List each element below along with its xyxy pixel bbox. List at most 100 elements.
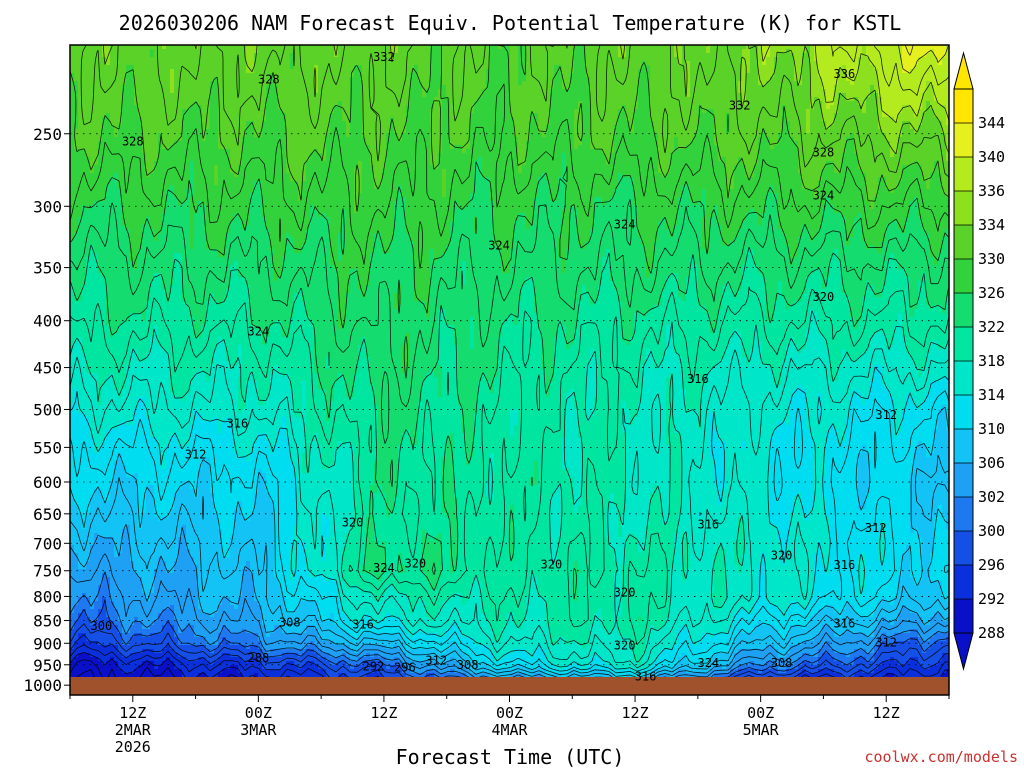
y-tick-label: 250 bbox=[33, 125, 62, 144]
contour-label: 320 bbox=[541, 557, 563, 571]
y-tick-label: 750 bbox=[33, 562, 62, 581]
contour-label: 312 bbox=[425, 654, 447, 668]
colorbar-label: 314 bbox=[978, 386, 1005, 404]
colorbar-swatch bbox=[954, 293, 973, 328]
contour-label: 324 bbox=[488, 238, 510, 252]
contour-label: 320 bbox=[614, 638, 636, 652]
y-tick-label: 300 bbox=[33, 197, 62, 216]
contour-label: 316 bbox=[834, 558, 856, 572]
y-tick-label: 550 bbox=[33, 438, 62, 457]
y-tick-label: 350 bbox=[33, 259, 62, 278]
y-tick-label: 800 bbox=[33, 587, 62, 606]
y-tick-label: 450 bbox=[33, 359, 62, 378]
colorbar-swatch bbox=[954, 327, 973, 362]
contour-label: 308 bbox=[279, 615, 301, 629]
colorbar-label: 326 bbox=[978, 284, 1005, 302]
colorbar-swatch bbox=[954, 565, 973, 600]
contour-label: 320 bbox=[614, 585, 636, 599]
contour-label: 320 bbox=[404, 556, 426, 570]
contour-label: 324 bbox=[697, 656, 719, 670]
chart-title: 2026030206 NAM Forecast Equiv. Potential… bbox=[119, 11, 902, 35]
contour-label: 320 bbox=[813, 290, 835, 304]
contour-label: 316 bbox=[834, 616, 856, 630]
plot-area bbox=[70, 45, 952, 698]
x-tick-label: 12Z bbox=[119, 704, 146, 722]
colorbar-swatch bbox=[954, 225, 973, 260]
y-tick-label: 900 bbox=[33, 634, 62, 653]
contour-label: 332 bbox=[373, 50, 395, 64]
contour-label: 300 bbox=[91, 619, 113, 633]
contour-label: 312 bbox=[875, 635, 897, 649]
contour-label: 316 bbox=[697, 518, 719, 532]
colorbar-swatch bbox=[954, 259, 973, 294]
x-tick-label: 00Z bbox=[496, 704, 523, 722]
colorbar-swatch bbox=[954, 463, 973, 498]
contour-label: 324 bbox=[614, 217, 636, 231]
contour-label: 324 bbox=[373, 561, 395, 575]
contour-label: 312 bbox=[865, 521, 887, 535]
x-tick-label: 2MAR bbox=[115, 721, 152, 739]
colorbar-swatch bbox=[954, 599, 973, 634]
contour-label: 316 bbox=[352, 617, 374, 631]
contour-label: 320 bbox=[342, 515, 364, 529]
contour-label: 296 bbox=[394, 660, 416, 674]
ground-strip bbox=[70, 677, 949, 695]
contour-label: 320 bbox=[771, 549, 793, 563]
credit-text: coolwx.com/models bbox=[864, 748, 1018, 766]
contour-label: 324 bbox=[248, 325, 270, 339]
colorbar-label: 302 bbox=[978, 488, 1005, 506]
colorbar-label: 296 bbox=[978, 556, 1005, 574]
colorbar-swatch bbox=[954, 123, 973, 158]
x-tick-label: 5MAR bbox=[743, 721, 780, 739]
contour-label: 316 bbox=[635, 669, 657, 683]
colorbar-swatch bbox=[954, 531, 973, 566]
contour-label: 316 bbox=[687, 372, 709, 386]
contour-label: 336 bbox=[834, 67, 856, 81]
colorbar-label: 322 bbox=[978, 318, 1005, 336]
colorbar-label: 334 bbox=[978, 216, 1005, 234]
colorbar-swatch bbox=[954, 395, 973, 430]
colorbar-swatch bbox=[954, 157, 973, 192]
x-tick-label: 2026 bbox=[115, 738, 151, 756]
x-tick-label: 12Z bbox=[873, 704, 900, 722]
colorbar-label: 288 bbox=[978, 624, 1005, 642]
x-tick-label: 00Z bbox=[245, 704, 272, 722]
colorbar-label: 344 bbox=[978, 114, 1005, 132]
y-tick-label: 1000 bbox=[23, 676, 62, 695]
y-tick-label: 950 bbox=[33, 656, 62, 675]
colorbar-label: 336 bbox=[978, 182, 1005, 200]
contour-label: 316 bbox=[227, 417, 249, 431]
contour-label: 308 bbox=[457, 658, 479, 672]
x-tick-label: 00Z bbox=[747, 704, 774, 722]
colorbar-swatch bbox=[954, 429, 973, 464]
colorbar-swatch bbox=[954, 497, 973, 532]
x-tick-label: 4MAR bbox=[491, 721, 528, 739]
y-tick-label: 700 bbox=[33, 534, 62, 553]
y-tick-label: 400 bbox=[33, 312, 62, 331]
y-tick-label: 850 bbox=[33, 612, 62, 631]
colorbar-label: 340 bbox=[978, 148, 1005, 166]
contour-label: 328 bbox=[122, 135, 144, 149]
contour-label: 328 bbox=[813, 145, 835, 159]
colorbar-label: 310 bbox=[978, 420, 1005, 438]
colorbar-label: 318 bbox=[978, 352, 1005, 370]
x-tick-label: 12Z bbox=[622, 704, 649, 722]
chart-figure: 2026030206 NAM Forecast Equiv. Potential… bbox=[0, 0, 1024, 768]
colorbar-swatch bbox=[954, 89, 973, 124]
colorbar-swatch bbox=[954, 191, 973, 226]
x-tick-label: 3MAR bbox=[240, 721, 277, 739]
colorbar-label: 306 bbox=[978, 454, 1005, 472]
contour-label: 324 bbox=[813, 189, 835, 203]
contour-label: 288 bbox=[248, 651, 270, 665]
x-tick-label: 12Z bbox=[370, 704, 397, 722]
x-axis-label: Forecast Time (UTC) bbox=[396, 745, 625, 768]
contour-label: 328 bbox=[258, 72, 280, 86]
contour-label: 312 bbox=[875, 408, 897, 422]
contour-label: 332 bbox=[729, 99, 751, 113]
contour-label: 292 bbox=[363, 659, 385, 673]
colorbar-label: 330 bbox=[978, 250, 1005, 268]
colorbar-swatch bbox=[954, 361, 973, 396]
colorbar-label: 292 bbox=[978, 590, 1005, 608]
y-tick-label: 600 bbox=[33, 473, 62, 492]
contour-label: 312 bbox=[185, 448, 207, 462]
